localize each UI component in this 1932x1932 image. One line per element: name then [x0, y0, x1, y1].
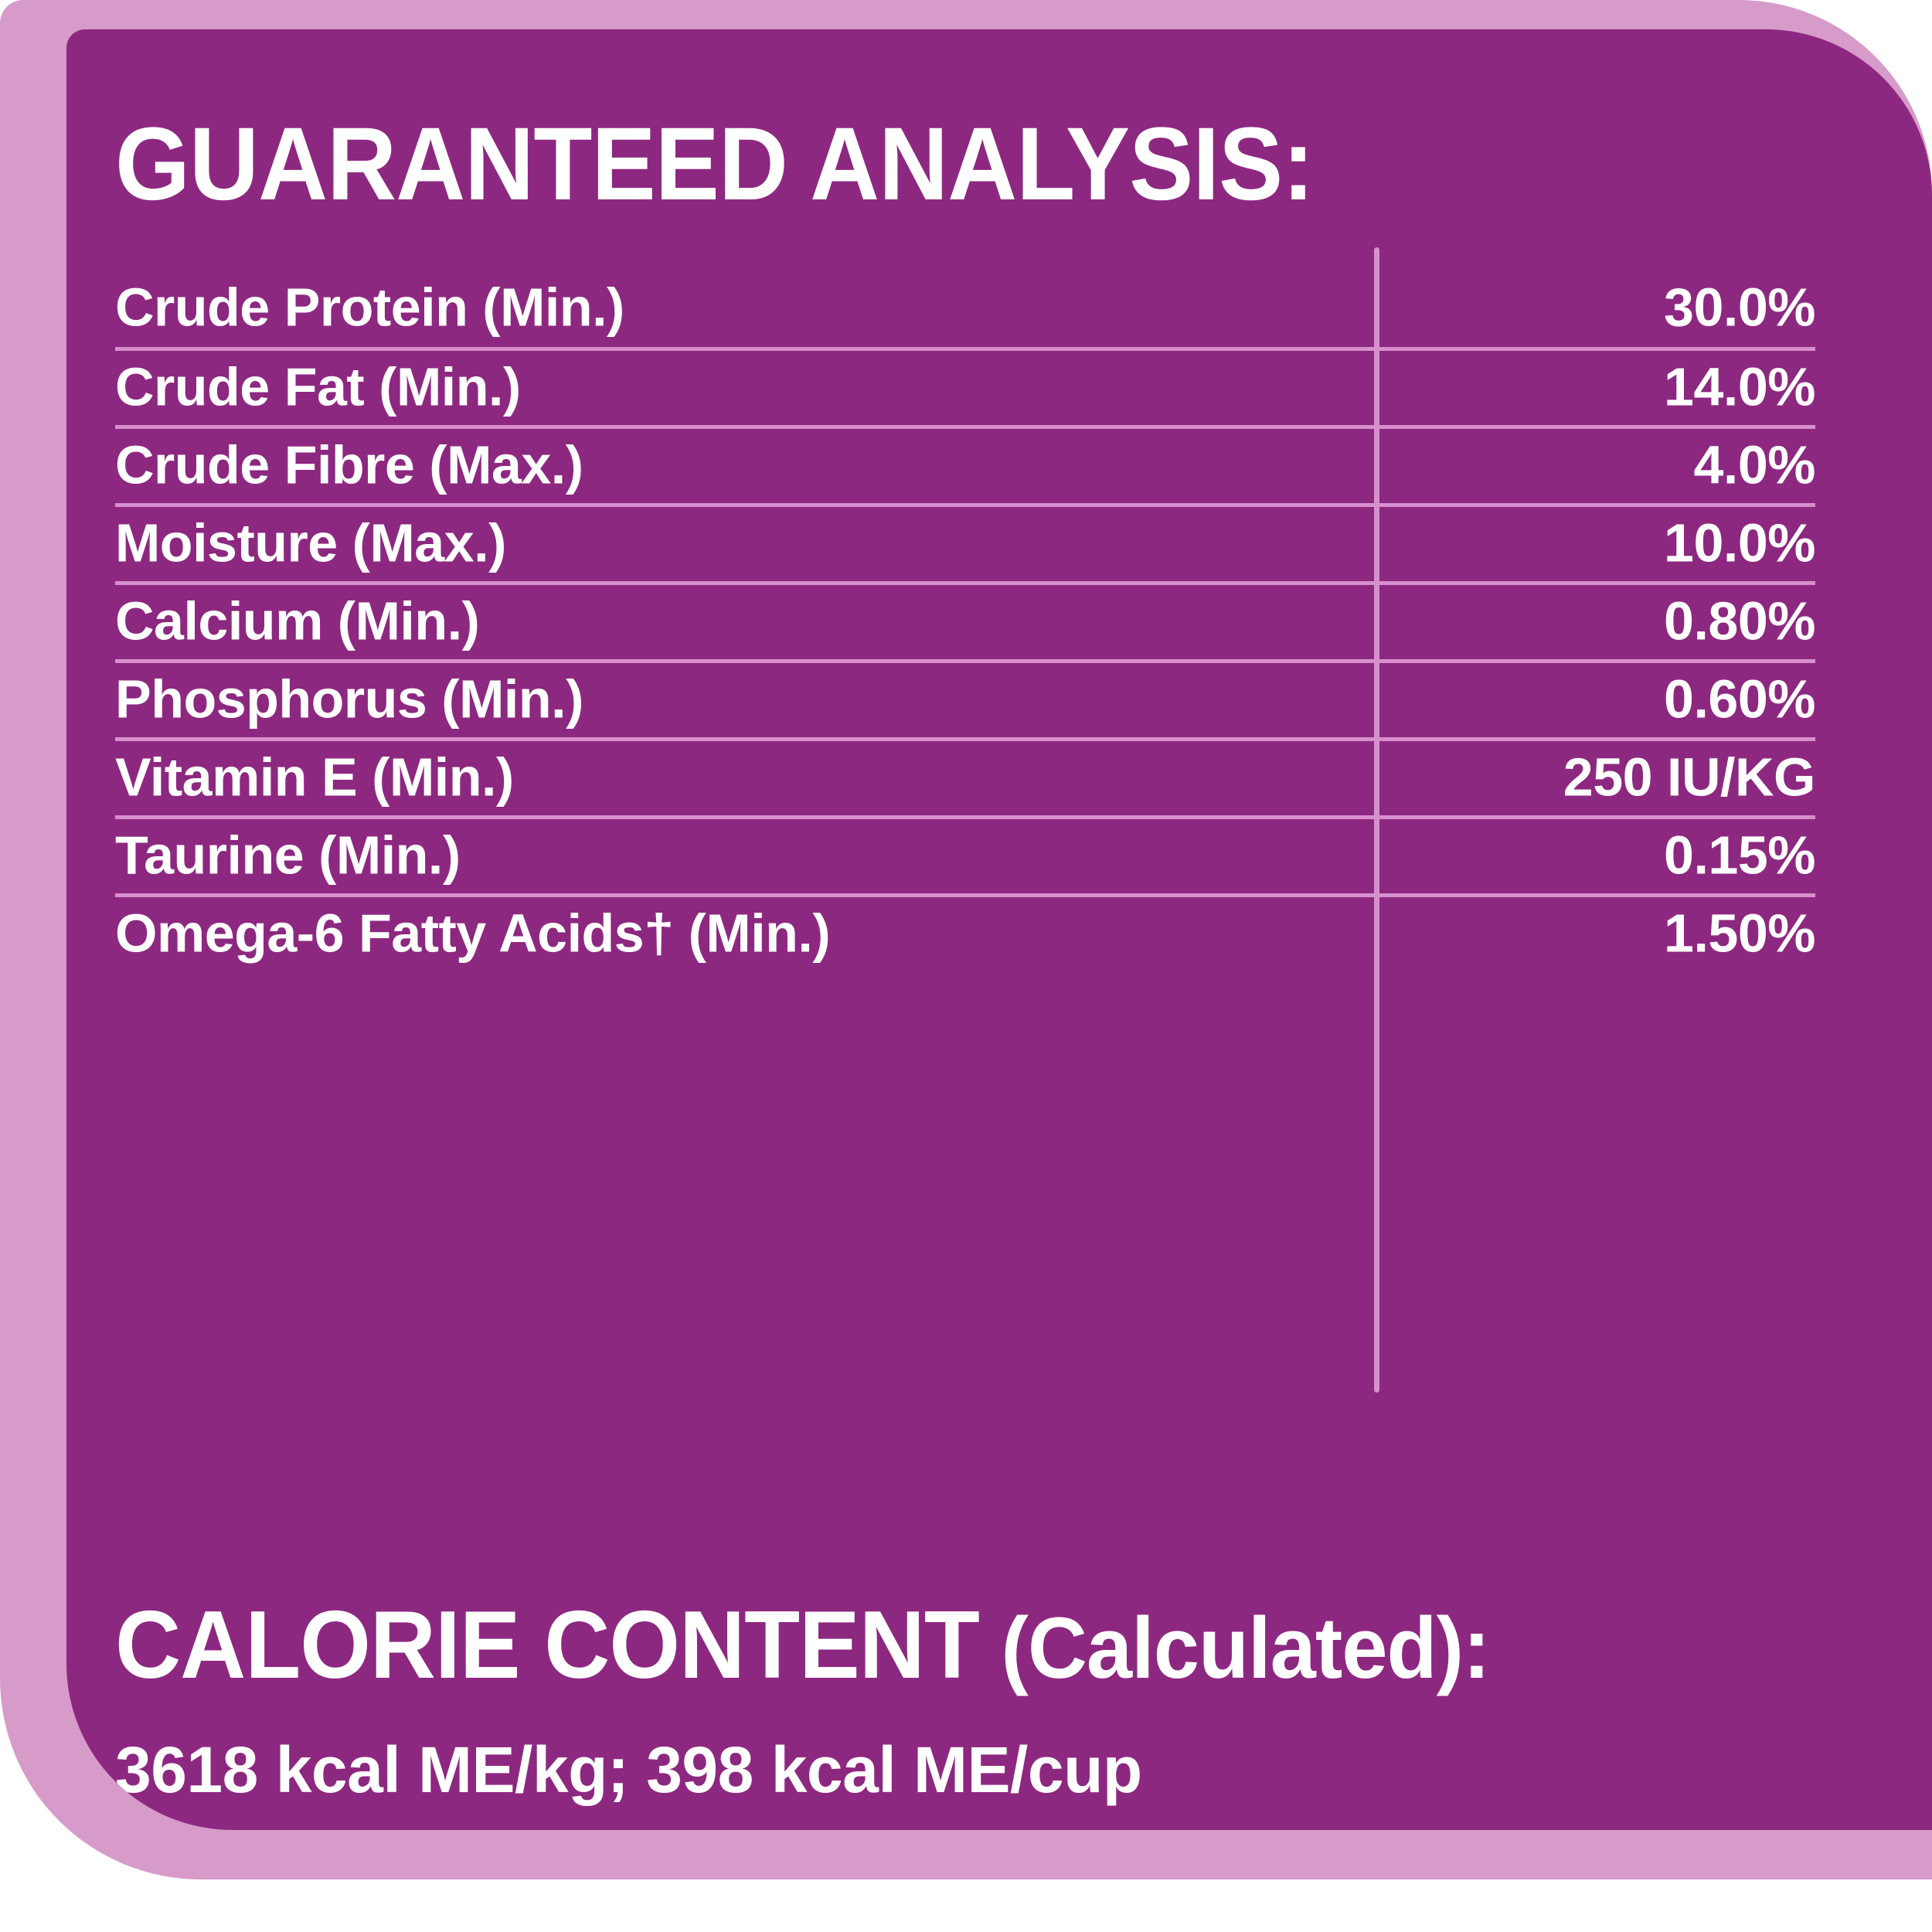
nutrient-value: 14.0%: [1664, 356, 1815, 417]
nutrient-value: 250 IU/KG: [1563, 747, 1816, 808]
nutrient-label: Vitamin E (Min.): [115, 747, 514, 808]
table-row: Crude Fat (Min.) 14.0%: [115, 347, 1815, 425]
table-row: Calcium (Min.) 0.80%: [115, 581, 1815, 659]
calorie-content-heading: CALORIE CONTENT (Calculated):: [115, 1594, 1774, 1699]
table-row: Moisture (Max.) 10.0%: [115, 503, 1815, 581]
nutrient-label: Moisture (Max.): [115, 512, 506, 573]
table-row: Omega-6 Fatty Acids† (Min.) 1.50%: [115, 893, 1815, 971]
nutrient-value: 30.0%: [1664, 277, 1815, 338]
nutrient-value: 10.0%: [1664, 512, 1815, 573]
calorie-heading-suffix: (Calculated):: [978, 1600, 1491, 1696]
nutrient-value: 0.15%: [1664, 825, 1815, 886]
nutrient-value: 0.60%: [1664, 668, 1815, 730]
table-row: Vitamin E (Min.) 250 IU/KG: [115, 737, 1816, 815]
table-row: Phosphorus (Min.) 0.60%: [115, 659, 1815, 737]
nutrient-label: Crude Fibre (Max.): [115, 434, 583, 495]
nutrient-label: Crude Fat (Min.): [115, 356, 521, 417]
calorie-heading-main: CALORIE CONTENT: [115, 1592, 980, 1699]
nutrient-value: 0.80%: [1664, 590, 1815, 651]
table-row: Taurine (Min.) 0.15%: [115, 815, 1815, 893]
nutrient-label: Calcium (Min.): [115, 590, 480, 651]
calorie-content-block: CALORIE CONTENT (Calculated): 3618 kcal …: [115, 1594, 1862, 1804]
table-row: Crude Fibre (Max.) 4.0%: [115, 425, 1815, 503]
table-row: Crude Protein (Min.) 30.0%: [115, 269, 1815, 347]
nutrient-label: Phosphorus (Min.): [115, 668, 583, 730]
analysis-table: Crude Protein (Min.) 30.0% Crude Fat (Mi…: [115, 269, 1816, 971]
nutrient-value: 1.50%: [1664, 903, 1815, 964]
page-title: GUARANTEED ANALYSIS:: [115, 107, 1315, 222]
nutrient-value: 4.0%: [1693, 434, 1815, 495]
nutrient-label: Omega-6 Fatty Acids† (Min.): [115, 903, 831, 964]
nutrient-label: Taurine (Min.): [115, 825, 461, 886]
calorie-content-value: 3618 kcal ME/kg; 398 kcal ME/cup: [115, 1733, 1142, 1806]
column-divider: [1374, 247, 1379, 1393]
nutrient-label: Crude Protein (Min.): [115, 277, 624, 338]
inner-panel: GUARANTEED ANALYSIS: Crude Protein (Min.…: [66, 29, 1932, 1830]
